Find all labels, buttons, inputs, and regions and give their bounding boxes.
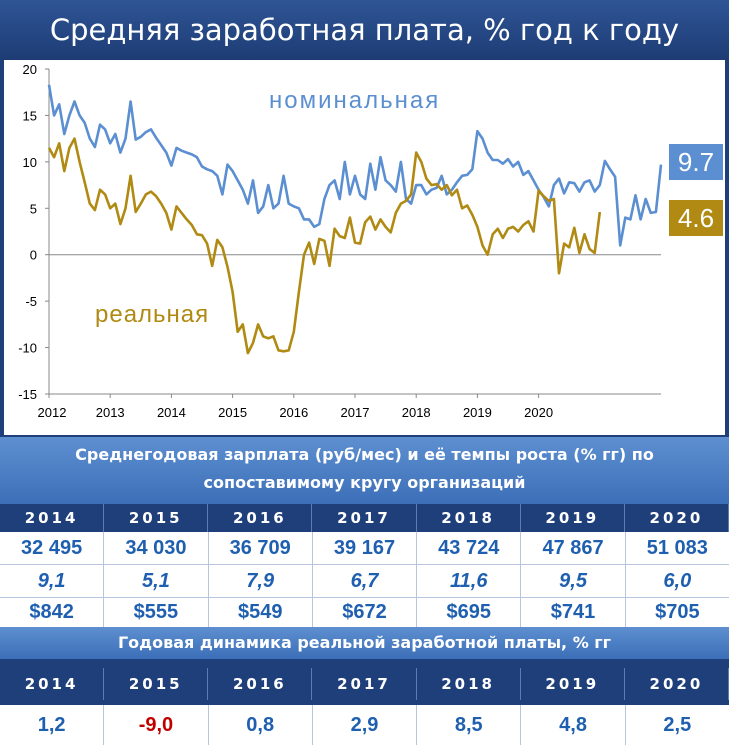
table1-growth-cell: 9,1 — [0, 565, 105, 597]
table1-usd-cell: $741 — [521, 598, 626, 627]
table1-years-row: 2014 2015 2016 2017 2018 2019 2020 — [0, 504, 729, 532]
table1-growth-cell: 9,5 — [521, 565, 626, 597]
y-tick-label: -10 — [18, 341, 37, 356]
nominal-series-label: номинальная — [269, 87, 440, 114]
table1-salary-cell: 43 724 — [417, 532, 522, 564]
table1-growth-cell: 7,9 — [209, 565, 313, 597]
table1-salary-cell: 39 167 — [313, 532, 418, 564]
table1-year-cell: 2015 — [104, 504, 209, 532]
x-tick-label: 2012 — [38, 405, 67, 420]
nominal-series-line — [47, 84, 663, 247]
nominal-end-badge — [669, 144, 723, 180]
table2-year-cell: 2017 — [312, 668, 417, 700]
x-tick-label: 2020 — [524, 405, 553, 420]
y-tick-label: 5 — [30, 201, 37, 216]
table2-year-cell: 2019 — [521, 668, 625, 700]
table1-year-cell: 2014 — [0, 504, 105, 532]
table2-value-cell: 0,8 — [209, 705, 313, 745]
nominal-end-value: 9.7 — [678, 147, 714, 177]
x-tick-label: 2014 — [157, 405, 186, 420]
table2-value-cell: 8,5 — [417, 705, 522, 745]
table2-value-cell: 4,8 — [521, 705, 626, 745]
x-tick-label: 2016 — [279, 405, 308, 420]
table1-usd-row: $842 $555 $549 $672 $695 $741 $705 — [0, 598, 729, 627]
table1-usd-cell: $672 — [313, 598, 418, 627]
table1-usd-cell: $842 — [0, 598, 105, 627]
page-title-text: Средняя заработная плата, % год к году — [49, 13, 680, 47]
table1-usd-cell: $695 — [417, 598, 522, 627]
table1-header: Среднегодовая зарплата (руб/мес) и её те… — [0, 437, 729, 504]
table1-salary-cell: 47 867 — [521, 532, 626, 564]
table1-salary-cell: 51 083 — [646, 536, 708, 559]
table1-year-cell: 2017 — [312, 504, 417, 532]
table2-year-cell: 2016 — [208, 668, 313, 700]
y-tick-label: 15 — [23, 108, 37, 123]
table1-growth-cell: 5,1 — [104, 565, 209, 597]
table1-usd-cell: $705 — [655, 601, 700, 623]
table1-usd-cell: $549 — [209, 598, 313, 627]
table1-year-cell: 2016 — [208, 504, 313, 532]
table1-salary-cell: 34 030 — [104, 532, 209, 564]
real-series-label: реальная — [95, 301, 209, 328]
y-tick-label: -5 — [25, 294, 37, 309]
table2-value-cell: -9,0 — [104, 705, 209, 745]
y-tick-label: 0 — [30, 248, 37, 263]
table2-year-cell: 2014 — [0, 668, 105, 700]
table1-salary-row: 32 495 34 030 36 709 39 167 43 724 47 867 51 0… — [0, 532, 729, 565]
y-tick-label: 10 — [23, 155, 37, 170]
x-tick-label: 2015 — [218, 405, 247, 420]
table1-header-line2: сопоставимому кругу организаций — [203, 473, 526, 492]
table1-growth-cell: 6,0 — [663, 569, 692, 592]
page-title: Средняя заработная плата, % год к году — [0, 0, 729, 60]
x-tick-label: 2018 — [402, 405, 431, 420]
chart-area: 20 15 10 5 0 -5 -10 -15 2012 2013 2014 2015 2016 2017… — [4, 60, 725, 435]
table1-growth-cell: 6,7 — [313, 565, 418, 597]
table2-value-cell: 1,2 — [0, 705, 105, 745]
real-series-line — [47, 137, 602, 355]
y-tick-label: 20 — [23, 62, 37, 77]
table2-years-row: 2014 2015 2016 2017 2018 2019 2020 — [0, 668, 729, 700]
x-tick-label: 2013 — [96, 405, 125, 420]
tables-section: Среднегодовая зарплата (руб/мес) и её те… — [0, 437, 729, 745]
table2-values-row: 1,2 -9,0 0,8 2,9 8,5 4,8 2,5 — [0, 705, 729, 745]
table1-year-cell: 2020 — [625, 504, 729, 532]
real-end-badge — [669, 200, 723, 236]
table2-year-cell: 2015 — [104, 668, 209, 700]
table1-salary-cell: 36 709 — [209, 532, 313, 564]
table1-usd-cell: $555 — [104, 598, 209, 627]
table2-header: Годовая динамика реальной заработной пла… — [0, 627, 729, 659]
x-tick-label: 2019 — [463, 405, 492, 420]
table1-growth-row: 9,1 5,1 7,9 6,7 11,6 9,5 6,0 — [0, 565, 729, 598]
table2-year-cell: 2020 — [625, 668, 729, 700]
y-tick-label: -15 — [18, 387, 37, 402]
x-tick-label: 2017 — [341, 405, 370, 420]
table2-year-cell: 2018 — [417, 668, 521, 700]
table1-salary-cell: 32 495 — [0, 532, 105, 564]
table2-header-text: Годовая динамика реальной заработной пла… — [117, 633, 612, 652]
table1-year-cell: 2019 — [521, 504, 625, 532]
real-end-value: 4.6 — [678, 203, 714, 233]
table2-value-cell: 2,9 — [313, 705, 418, 745]
table1-growth-cell: 11,6 — [417, 565, 522, 597]
table1-year-cell: 2018 — [417, 504, 521, 532]
table1-header-line1: Среднегодовая зарплата (руб/мес) и её те… — [75, 445, 654, 464]
table2-value-cell: 2,5 — [663, 713, 692, 736]
